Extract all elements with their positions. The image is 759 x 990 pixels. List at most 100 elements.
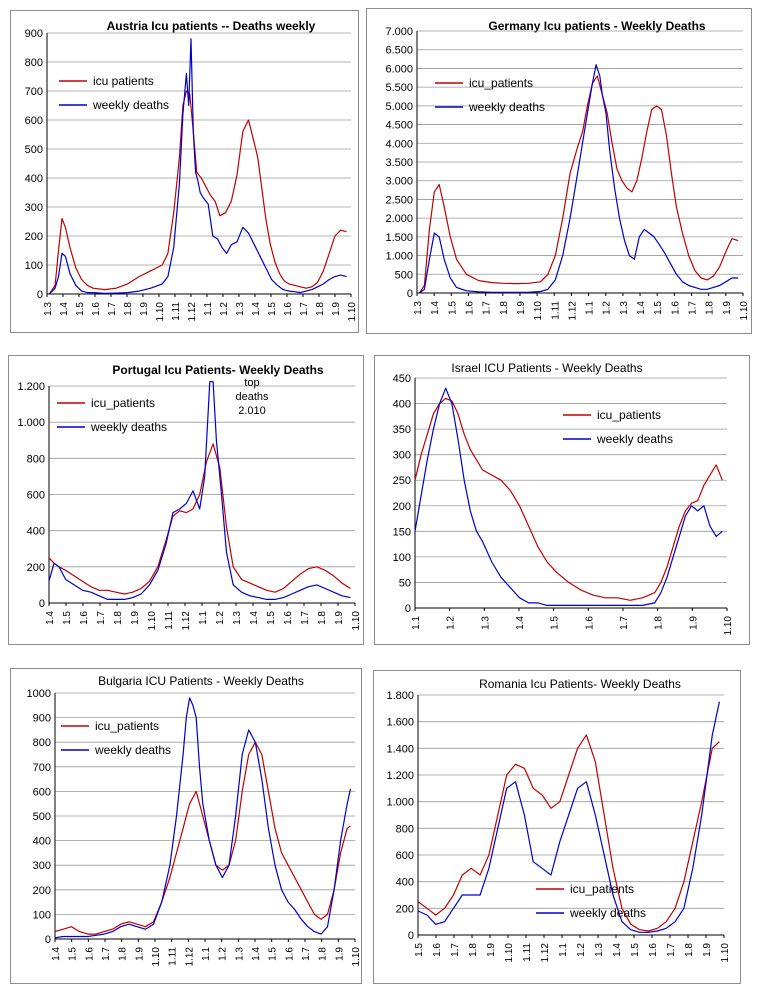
- top-deaths-annotation: top: [244, 377, 259, 389]
- x-tick-label: 1.3: [594, 943, 605, 957]
- x-tick-label: 1.5: [68, 947, 79, 961]
- x-tick-label: 1.7: [688, 301, 699, 315]
- x-tick-label: 1.9: [702, 943, 713, 957]
- x-tick-label: 1.8: [499, 301, 510, 315]
- legend-label: weekly deaths: [90, 420, 167, 434]
- x-tick-label: 1.7: [300, 611, 311, 625]
- x-tick-label: 1.10: [723, 616, 734, 636]
- y-tick-label: 3.000: [385, 176, 413, 188]
- legend-label: icu_patients: [597, 408, 661, 422]
- y-tick-label: 2.000: [385, 213, 413, 225]
- x-tick-label: 1.2: [576, 943, 587, 957]
- y-tick-label: 1.600: [386, 717, 414, 729]
- x-tick-label: 1.10: [151, 947, 162, 967]
- x-tick-label: 1.4: [636, 301, 647, 315]
- icu-patients-series-line: [414, 397, 723, 601]
- y-tick-label: 4.000: [385, 138, 413, 150]
- x-tick-label: 1.3: [413, 301, 424, 315]
- top-deaths-annotation: deaths: [235, 391, 269, 403]
- x-tick-label: 1.10: [533, 301, 544, 321]
- x-tick-label: 1.2: [446, 616, 457, 630]
- y-tick-label: 600: [396, 850, 414, 862]
- y-tick-label: 50: [399, 577, 411, 589]
- x-tick-label: 1.3: [235, 302, 246, 316]
- weekly-deaths-series-line: [54, 697, 352, 939]
- legend-label: weekly deaths: [569, 906, 646, 920]
- legend-label: weekly deaths: [596, 432, 673, 446]
- x-tick-label: 1.10: [720, 943, 731, 963]
- x-tick-label: 1.11: [522, 943, 533, 962]
- icu-patients-series-line: [48, 90, 347, 295]
- x-tick-label: 1.6: [584, 616, 595, 630]
- y-tick-label: 400: [25, 173, 43, 185]
- x-tick-label: 1.10: [351, 947, 362, 967]
- x-tick-label: 1.7: [96, 611, 107, 625]
- austria-chart-title: Austria Icu patients -- Deaths weekly: [107, 19, 316, 33]
- x-tick-label: 1.3: [480, 616, 491, 630]
- y-tick-label: 4.500: [385, 120, 413, 132]
- x-tick-label: 1.6: [283, 611, 294, 625]
- x-tick-label: 1.1: [411, 616, 422, 630]
- y-tick-label: 500: [395, 269, 413, 281]
- x-tick-label: 1.9: [334, 611, 345, 625]
- x-tick-label: 1.7: [619, 616, 630, 630]
- x-tick-label: 1.2: [218, 947, 229, 961]
- x-tick-label: 1.1: [203, 302, 214, 316]
- x-tick-label: 1.12: [187, 302, 198, 322]
- y-tick-label: 1.000: [17, 417, 45, 429]
- y-tick-label: 5.000: [385, 101, 413, 113]
- icu-patients-series-line: [48, 443, 351, 595]
- y-tick-label: 300: [393, 450, 411, 462]
- bulgaria-chart-title: Bulgaria ICU Patients - Weekly Deaths: [98, 674, 304, 688]
- portugal-chart-title: Portugal Icu Patients- Weekly Deaths: [112, 363, 323, 377]
- x-tick-label: 1.4: [59, 302, 70, 316]
- legend-label: weekly deaths: [468, 100, 545, 114]
- x-tick-label: 1.8: [118, 947, 129, 961]
- x-tick-label: 1.10: [147, 611, 158, 631]
- x-tick-label: 1.6: [432, 943, 443, 957]
- x-tick-label: 1.10: [155, 302, 166, 322]
- y-tick-label: 6.000: [385, 63, 413, 75]
- x-tick-label: 1.7: [101, 947, 112, 961]
- y-tick-label: 900: [33, 713, 51, 725]
- y-tick-label: 700: [33, 762, 51, 774]
- y-tick-label: 200: [396, 903, 414, 915]
- x-tick-label: 1.9: [139, 302, 150, 316]
- x-tick-label: 1.5: [266, 611, 277, 625]
- x-tick-label: 1.4: [249, 611, 260, 625]
- y-tick-label: 400: [33, 836, 51, 848]
- y-tick-label: 0: [37, 289, 43, 301]
- x-tick-label: 1.11: [171, 302, 182, 321]
- y-tick-label: 100: [25, 260, 43, 272]
- y-tick-label: 400: [393, 399, 411, 411]
- x-tick-label: 1.4: [515, 616, 526, 630]
- israel-chart: Israel ICU Patients - Weekly Deaths 0 50 10…: [393, 361, 734, 636]
- germany-chart: Germany Icu patients - Weekly Deaths 0 500…: [385, 19, 750, 321]
- icu-patients-series-line: [54, 741, 351, 935]
- x-tick-label: 1.9: [134, 947, 145, 961]
- x-tick-label: 1.6: [648, 943, 659, 957]
- x-tick-label: 1.8: [123, 302, 134, 316]
- y-tick-label: 1.000: [385, 251, 413, 263]
- x-tick-label: 1.8: [684, 943, 695, 957]
- x-tick-label: 1.1: [585, 301, 596, 315]
- legend-label: icu_patients: [91, 396, 155, 410]
- y-tick-label: 800: [33, 737, 51, 749]
- x-tick-label: 1.7: [666, 943, 677, 957]
- x-tick-label: 1.5: [550, 616, 561, 630]
- y-tick-label: 450: [393, 373, 411, 385]
- x-tick-label: 1.4: [45, 611, 56, 625]
- x-tick-label: 1.9: [130, 611, 141, 625]
- x-tick-label: 1.12: [567, 301, 578, 321]
- austria-chart: Austria Icu patients -- Deaths weekly 0 10…: [25, 19, 358, 322]
- icu-patients-series-line: [417, 734, 720, 932]
- x-tick-label: 1.9: [688, 616, 699, 630]
- x-tick-label: 1.4: [251, 947, 262, 961]
- y-tick-label: 600: [27, 490, 45, 502]
- y-tick-label: 1.200: [386, 770, 414, 782]
- y-tick-label: 1000: [27, 688, 51, 700]
- y-tick-label: 1.400: [386, 743, 414, 755]
- x-tick-label: 1.5: [267, 302, 278, 316]
- x-tick-label: 1.3: [234, 947, 245, 961]
- romania-chart: Romania Icu Patients- Weekly Deaths 0 200 4…: [386, 677, 731, 963]
